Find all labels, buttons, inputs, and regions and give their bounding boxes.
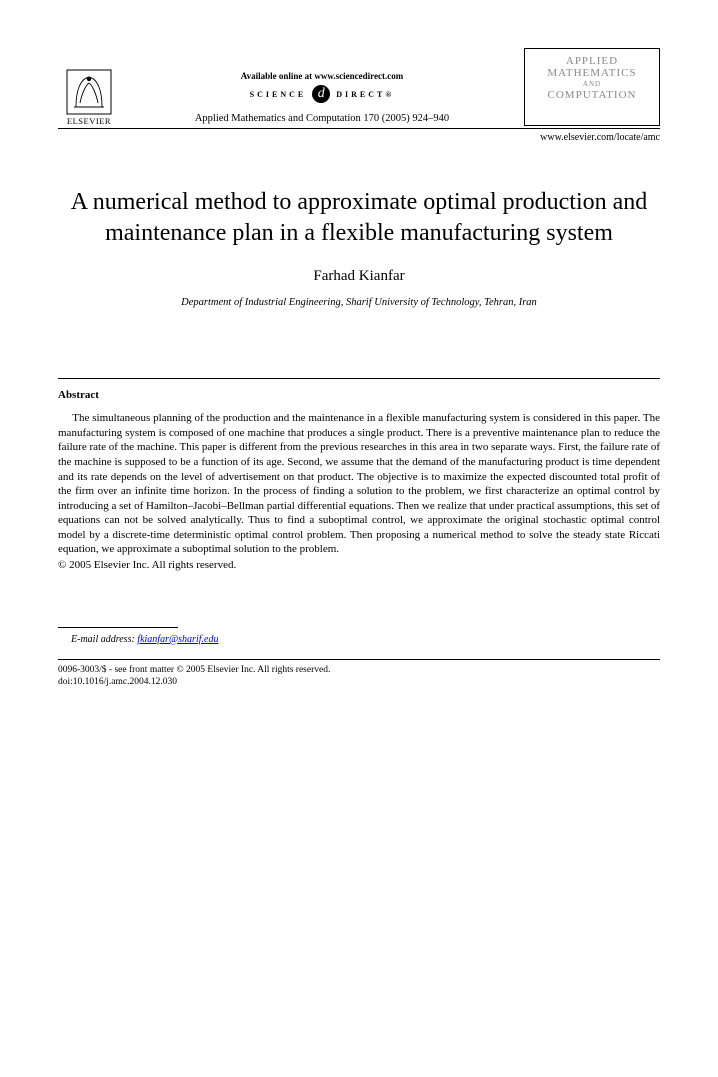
paper-title: A numerical method to approximate optima…: [66, 187, 652, 248]
abstract-copyright: © 2005 Elsevier Inc. All rights reserved…: [58, 559, 660, 571]
author-affiliation: Department of Industrial Engineering, Sh…: [58, 297, 660, 308]
author-name: Farhad Kianfar: [58, 268, 660, 285]
email-label: E-mail address:: [71, 634, 135, 645]
sd-right-text: DIRECT®: [336, 90, 394, 99]
email-link[interactable]: fkianfar@sharif.edu: [137, 634, 218, 645]
journal-box-line3: COMPUTATION: [529, 89, 655, 101]
journal-box-line1: APPLIED: [529, 55, 655, 67]
header-divider: [58, 128, 660, 129]
footnote-divider: [58, 627, 178, 628]
available-online-text: Available online at www.sciencedirect.co…: [241, 71, 403, 81]
sd-left-text: SCIENCE: [250, 90, 307, 99]
sd-globe-icon: d: [312, 85, 330, 103]
issn-line: 0096-3003/$ - see front matter © 2005 El…: [58, 664, 660, 676]
elsevier-logo-icon: [66, 69, 112, 115]
locate-url[interactable]: www.elsevier.com/locate/amc: [58, 132, 660, 143]
journal-title-box: APPLIED MATHEMATICS AND COMPUTATION: [524, 48, 660, 126]
header-center: Available online at www.sciencedirect.co…: [128, 71, 516, 126]
email-footnote: E-mail address: fkianfar@sharif.edu: [58, 634, 660, 645]
footer-divider: [58, 659, 660, 660]
journal-box-and: AND: [529, 80, 655, 88]
abstract-top-divider: [58, 378, 660, 379]
sciencedirect-logo: SCIENCE d DIRECT®: [250, 85, 395, 103]
doi-line: doi:10.1016/j.amc.2004.12.030: [58, 676, 660, 688]
abstract-heading: Abstract: [58, 389, 660, 401]
journal-reference: Applied Mathematics and Computation 170 …: [195, 113, 449, 124]
header-row: ELSEVIER Available online at www.science…: [58, 48, 660, 126]
abstract-body: The simultaneous planning of the product…: [58, 411, 660, 556]
publisher-block: ELSEVIER: [58, 69, 120, 126]
publisher-name: ELSEVIER: [67, 116, 111, 126]
journal-box-line2: MATHEMATICS: [529, 67, 655, 79]
